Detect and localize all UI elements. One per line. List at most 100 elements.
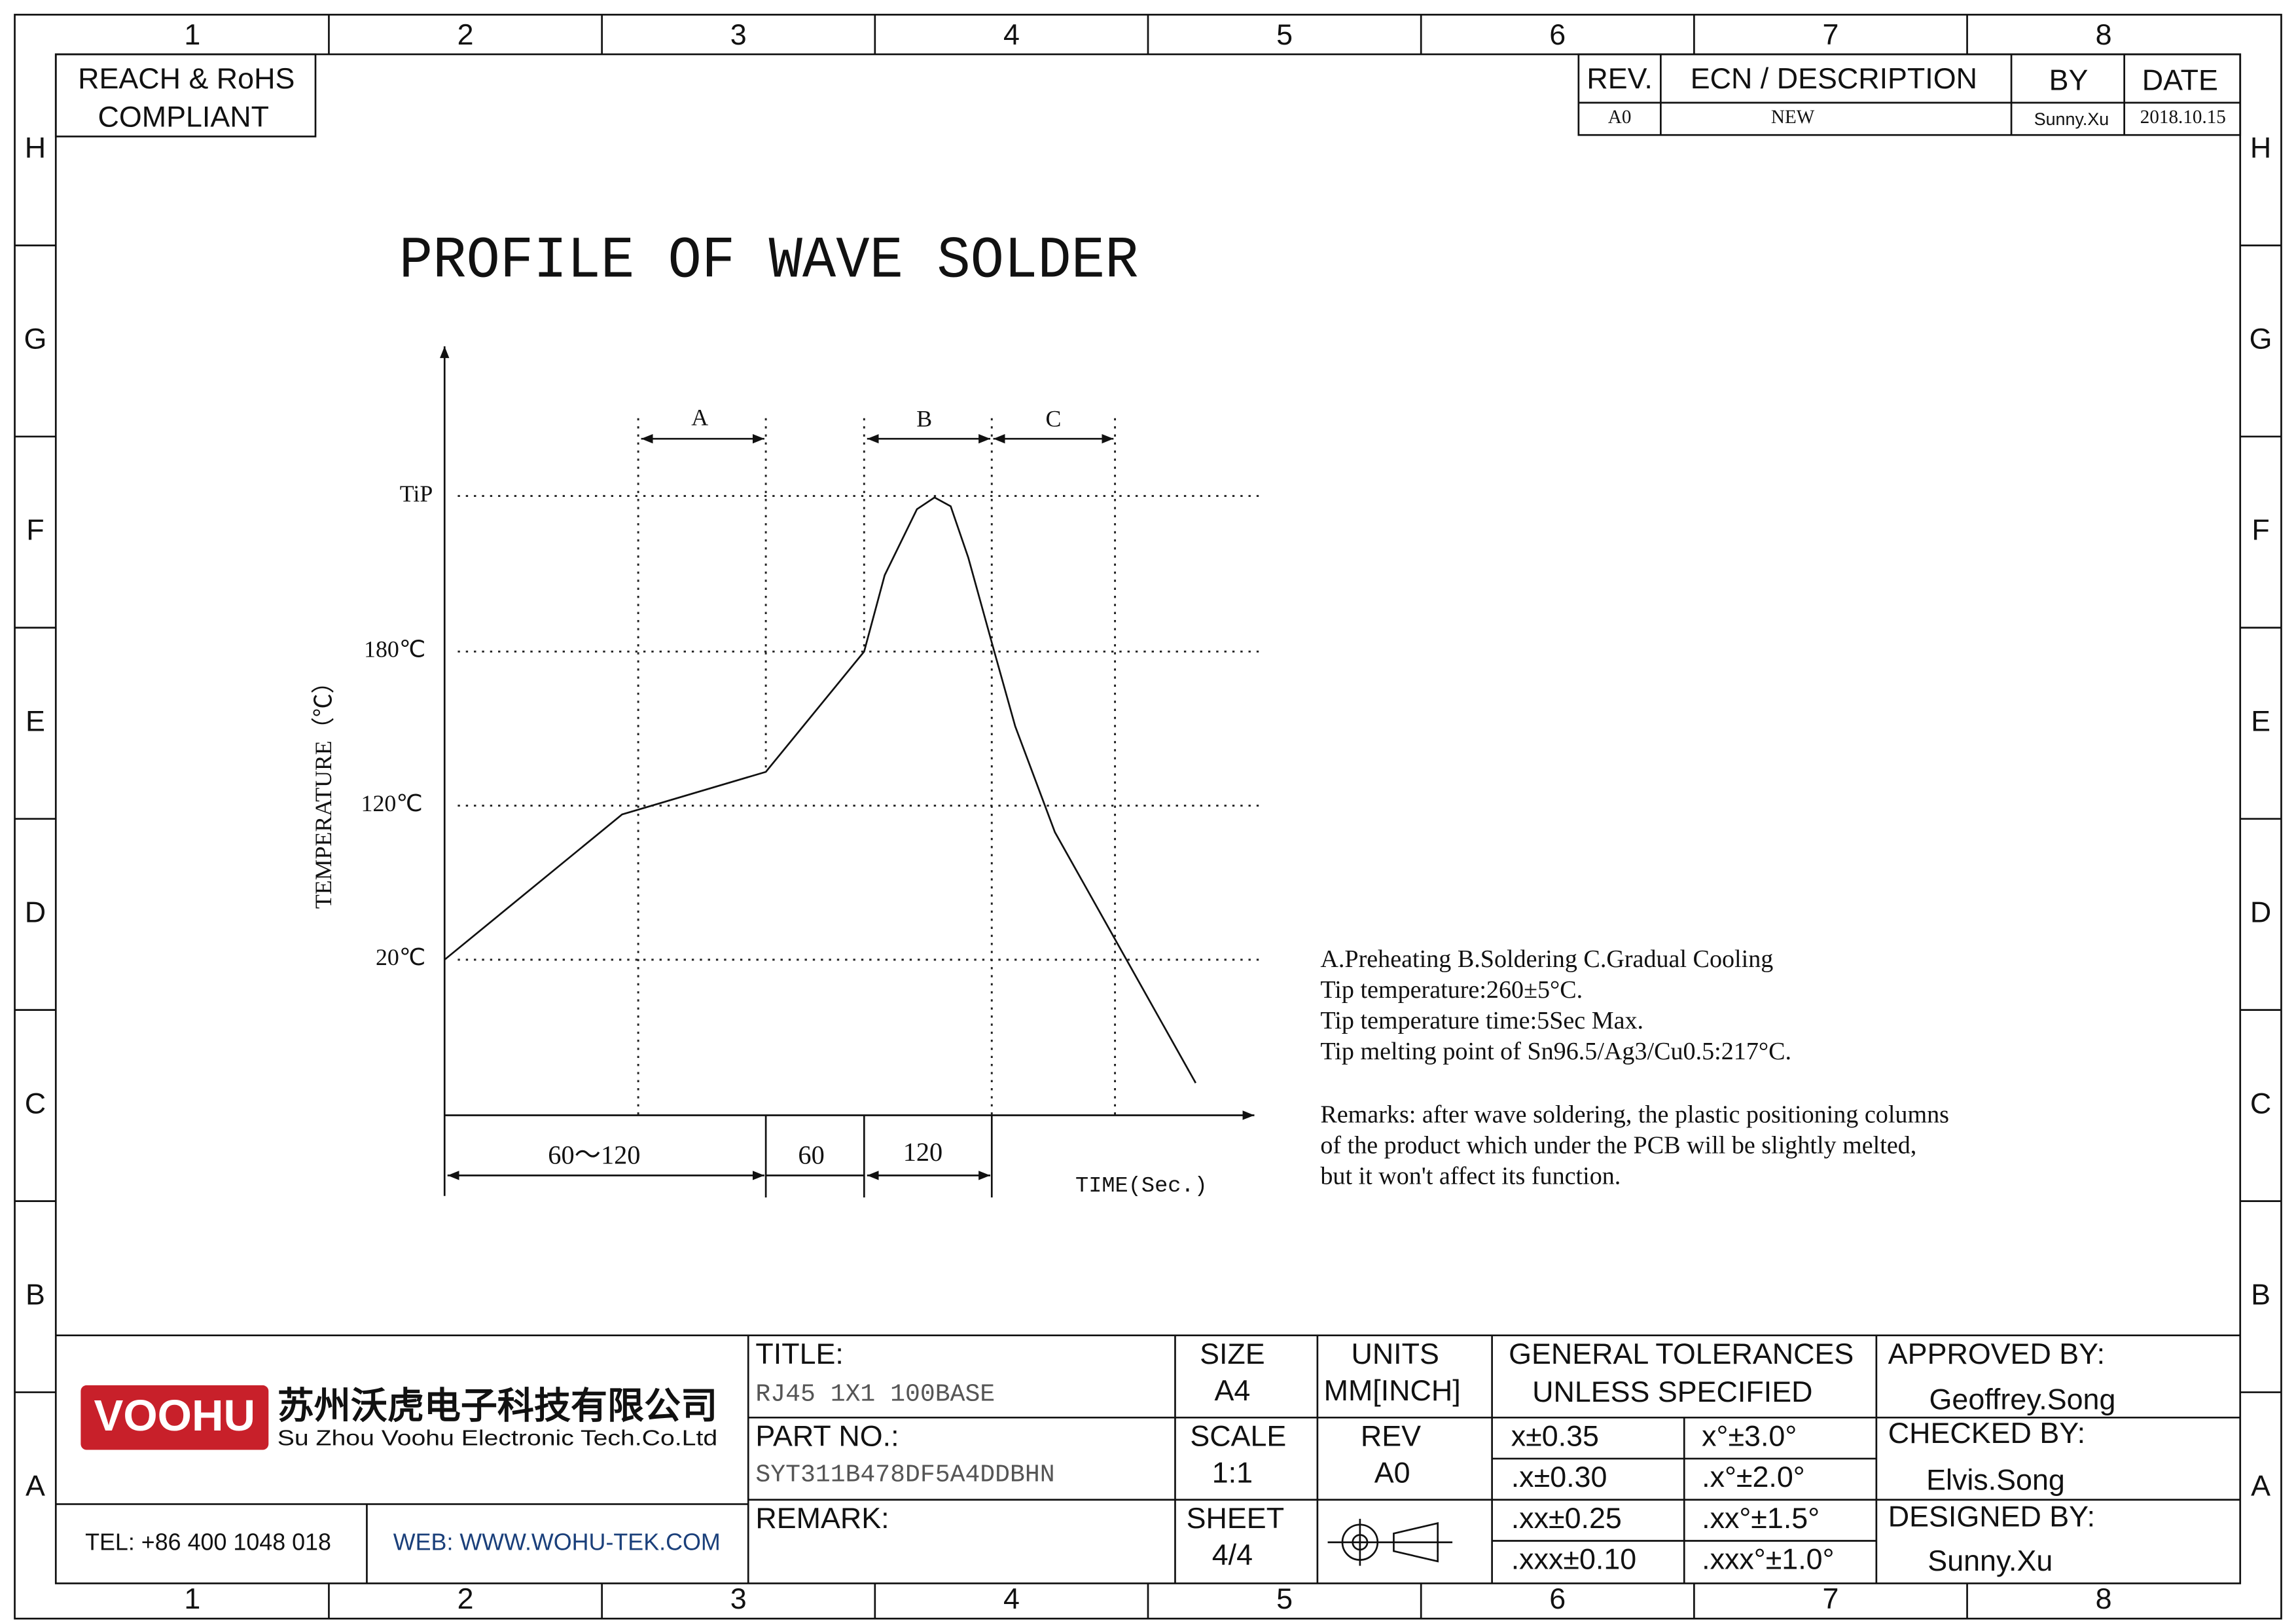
level-label: TiP	[400, 481, 433, 507]
tolerance-cell: .xxx°±1.0°	[1702, 1543, 1834, 1576]
zone-column: 7	[1822, 1582, 1839, 1615]
zone-row: H	[2250, 132, 2271, 164]
label: CHECKED BY:	[1888, 1417, 2085, 1450]
compliance-line: COMPLIANT	[98, 100, 269, 133]
rev-cell: NEW	[1771, 107, 1815, 128]
compliance-box: REACH & RoHS COMPLIANT	[54, 53, 317, 137]
remark-line: of the product which under the PCB will …	[1320, 1132, 1916, 1159]
remark-line: Remarks: after wave soldering, the plast…	[1320, 1101, 1949, 1128]
zone-row: F	[2251, 514, 2269, 547]
note-line: Tip melting point of Sn96.5/Ag3/Cu0.5:21…	[1320, 1038, 1791, 1065]
tolerance-cell: x°±3.0°	[1702, 1419, 1797, 1452]
note-line: A.Preheating B.Soldering C.Gradual Cooli…	[1320, 945, 1773, 973]
zone-row: E	[2251, 705, 2270, 738]
tel: TEL: +86 400 1048 018	[85, 1529, 331, 1555]
label: REV	[1361, 1419, 1421, 1452]
duration-label: 60～120	[548, 1140, 640, 1170]
rev-header: REV.	[1587, 62, 1652, 95]
company-en: Su Zhou Voohu Electronic Tech.Co.Ltd	[278, 1427, 717, 1451]
zone-row: A	[26, 1469, 45, 1502]
tolerance-cell: .x±0.30	[1511, 1461, 1607, 1493]
tolerance-cell: .xx±0.25	[1511, 1502, 1622, 1535]
label: TITLE:	[755, 1338, 843, 1370]
zone-column: 3	[730, 18, 747, 51]
label: DESIGNED BY:	[1888, 1501, 2095, 1533]
zone-column: 5	[1276, 1582, 1293, 1615]
zone-column: 4	[1003, 1582, 1020, 1615]
compliance-line: REACH & RoHS	[78, 62, 295, 95]
title-block: VOOHU 苏州沃虎电子科技有限公司 Su Zhou Voohu Electro…	[56, 1334, 2240, 1584]
notes: A.Preheating B.Soldering C.Gradual Cooli…	[1320, 945, 1949, 1190]
label: SHEET	[1187, 1502, 1284, 1535]
tolerance-cell: .x°±2.0°	[1702, 1461, 1805, 1493]
level-label: 20℃	[376, 944, 425, 970]
rev-header: BY	[2049, 64, 2089, 96]
logo: VOOHU	[94, 1391, 256, 1440]
zone-column: 5	[1276, 18, 1293, 51]
value: A4	[1214, 1374, 1250, 1407]
zone-row: B	[2251, 1278, 2270, 1311]
zone-row: H	[25, 132, 46, 164]
zone-markers: 1 1 2 2 3 3 4 4 5 5 6 6 7 7 8 8 H H G G F F E E D D C C B B A A	[14, 14, 2282, 1619]
zone-row: B	[26, 1278, 45, 1311]
level-label: 180℃	[364, 636, 425, 662]
zone-column: 6	[1549, 1582, 1566, 1615]
projection-symbol	[1327, 1518, 1453, 1566]
drawing-title: PROFILE OF WAVE SOLDER	[399, 228, 1139, 295]
part-value: SYT311B478DF5A4DDBHN	[755, 1461, 1054, 1489]
rev-cell: 2018.10.15	[2140, 107, 2226, 128]
zone-row: G	[24, 323, 46, 356]
tolerance-cell: x±0.35	[1511, 1419, 1599, 1452]
zone-column: 2	[457, 1582, 474, 1615]
label: SIZE	[1200, 1338, 1265, 1370]
rev-cell: Sunny.Xu	[2034, 109, 2109, 129]
company-cn: 苏州沃虎电子科技有限公司	[278, 1385, 717, 1427]
profile-diagram: TiP 180℃ 120℃ 20℃ TEMPERATURE（℃） A B C 6…	[310, 346, 1259, 1199]
tolerance-title: UNLESS SPECIFIED	[1532, 1376, 1812, 1408]
tolerance-cell: .xxx±0.10	[1511, 1543, 1636, 1576]
revision-table: REV. ECN / DESCRIPTION BY DATE A0 NEW Su…	[1577, 53, 2242, 136]
duration-label: 60	[798, 1140, 824, 1170]
x-axis-label: TIME(Sec.)	[1075, 1174, 1208, 1199]
zone-column: 8	[2096, 18, 2112, 51]
zone-column: 4	[1003, 18, 1020, 51]
value: Geoffrey.Song	[1929, 1383, 2116, 1415]
level-label: 120℃	[361, 790, 423, 816]
tolerance-cell: .xx°±1.5°	[1702, 1502, 1820, 1535]
zone-column: 3	[730, 1582, 747, 1615]
remark-line: but it won't affect its function.	[1320, 1163, 1621, 1190]
zone-column: 2	[457, 18, 474, 51]
zone-row: C	[2250, 1087, 2271, 1120]
note-line: Tip temperature:260±5°C.	[1320, 976, 1583, 1004]
zone-row: G	[2250, 323, 2272, 356]
rev-header: DATE	[2142, 64, 2218, 96]
zone-row: F	[26, 514, 44, 547]
zone-row: D	[25, 896, 46, 929]
value: Elvis.Song	[1926, 1464, 2065, 1497]
note-line: Tip temperature time:5Sec Max.	[1320, 1007, 1643, 1034]
duration-label: 120	[903, 1137, 943, 1167]
zone-column: 8	[2096, 1582, 2112, 1615]
zone-row: E	[26, 705, 45, 738]
zone-label: C	[1045, 406, 1061, 432]
label: APPROVED BY:	[1888, 1338, 2105, 1370]
rev-cell: A0	[1608, 107, 1632, 128]
tolerance-title: GENERAL TOLERANCES	[1509, 1338, 1854, 1370]
value: A0	[1374, 1456, 1410, 1489]
value: Sunny.Xu	[1928, 1544, 2053, 1577]
zone-row: C	[25, 1087, 46, 1120]
label: REMARK:	[755, 1502, 889, 1535]
title-value: RJ45 1X1 100BASE	[755, 1380, 995, 1408]
label: SCALE	[1190, 1419, 1286, 1452]
zone-label: B	[916, 406, 932, 432]
label: UNITS	[1351, 1338, 1439, 1370]
tolerance-table: x±0.35 x°±3.0° .x±0.30 .x°±2.0° .xx±0.25 .xx°…	[1511, 1419, 1835, 1575]
web: WEB: WWW.WOHU-TEK.COM	[393, 1529, 721, 1555]
label: PART NO.:	[755, 1419, 899, 1452]
zone-row: D	[2250, 896, 2271, 929]
zone-column: 1	[184, 1582, 200, 1615]
zone-column: 6	[1549, 18, 1566, 51]
zone-column: 1	[184, 18, 200, 51]
zone-row: A	[2251, 1469, 2270, 1502]
